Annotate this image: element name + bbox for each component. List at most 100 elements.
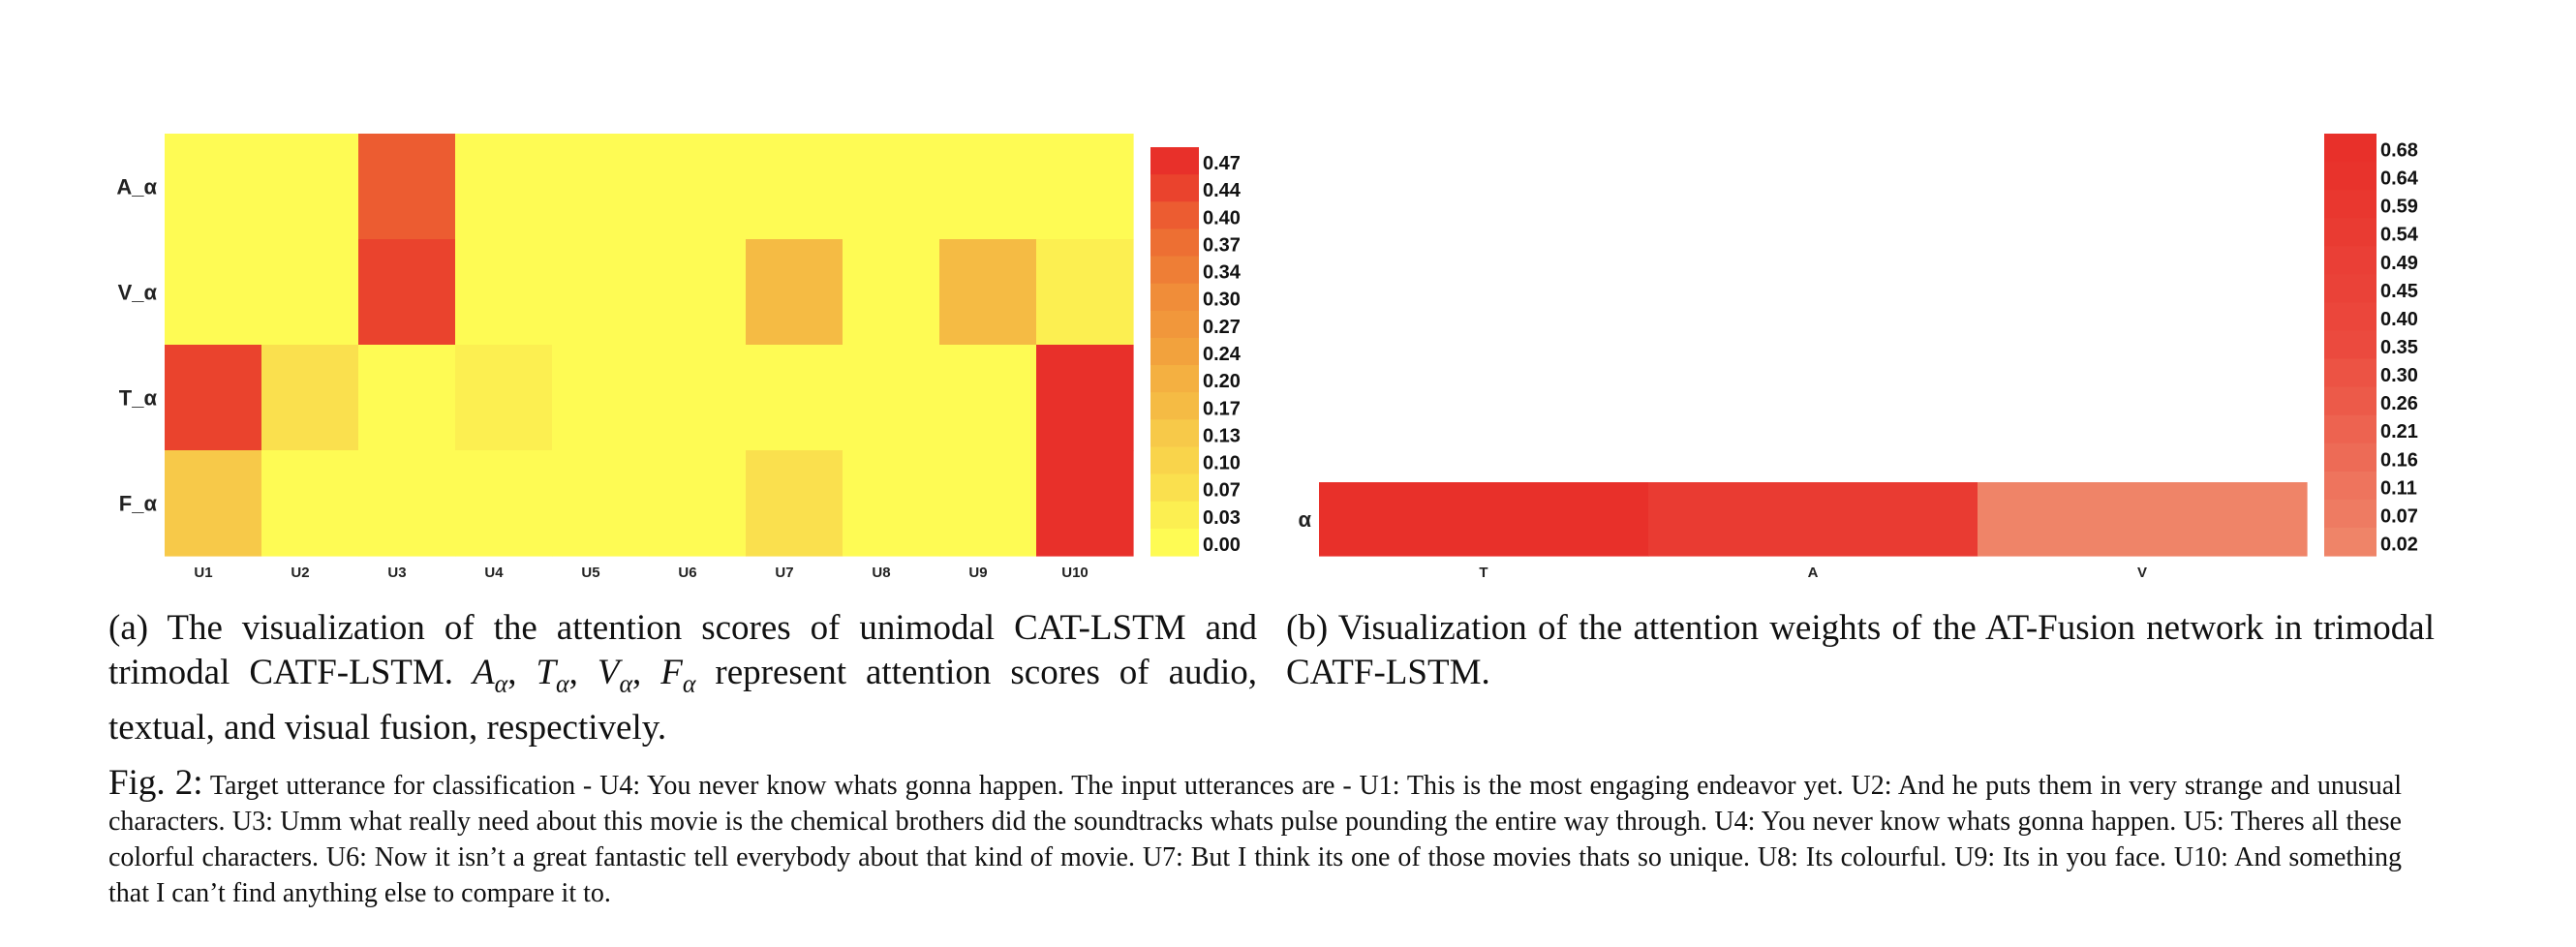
colorbar-tick-label: 0.07 (2380, 505, 2418, 527)
heatmap-cell (649, 345, 747, 451)
heatmap-cell (746, 239, 843, 346)
colorbar-tick-label: 0.45 (2380, 281, 2418, 302)
colorbar-tick-label: 0.16 (2380, 449, 2418, 471)
heatmap-cell (649, 134, 747, 240)
heatmap-cell (843, 239, 940, 346)
heatmap-cell (939, 239, 1037, 346)
colorbar-segment (2324, 414, 2377, 444)
colorbar-segment (2324, 190, 2377, 219)
heatmap-cell (843, 450, 940, 557)
colorbar-tick-label: 0.27 (1203, 317, 1241, 338)
colorbar-tick-label: 0.54 (2380, 225, 2419, 246)
column-label: U3 (387, 565, 406, 581)
heatmap-cell (746, 345, 843, 451)
colorbar-segment (2324, 302, 2377, 332)
heatmap-cell (165, 239, 262, 346)
heatmap-cell (649, 450, 747, 557)
colorbar-segment (1150, 392, 1199, 420)
column-label: U1 (194, 565, 212, 581)
column-label: U7 (775, 565, 793, 581)
colorbar-segment (2324, 330, 2377, 360)
heatmap-cell (1036, 134, 1134, 240)
colorbar-segment (1150, 256, 1199, 285)
row-label: V_α (118, 281, 158, 305)
colorbar-segment (1150, 419, 1199, 448)
heatmap-cell (261, 239, 359, 346)
column-label: U9 (968, 565, 987, 581)
colorbar-segment (1150, 337, 1199, 366)
colorbar-tick-label: 0.10 (1203, 453, 1241, 474)
colorbar-segment (2324, 246, 2377, 275)
colorbar-segment (2324, 527, 2377, 557)
column-label: U5 (581, 565, 599, 581)
colorbar-tick-label: 0.11 (2380, 477, 2417, 499)
colorbar-tick-label: 0.37 (1203, 234, 1241, 256)
row-label: α (1298, 507, 1311, 532)
colorbar-tick-label: 0.21 (2380, 421, 2418, 443)
figure-caption: Fig. 2: Target utterance for classificat… (108, 765, 2402, 911)
colorbar-tick-label: 0.64 (2380, 168, 2419, 190)
heatmap-cell (939, 134, 1037, 240)
colorbar-segment (2324, 443, 2377, 473)
column-label: T (1479, 565, 1487, 581)
heatmap-cell (1036, 450, 1134, 557)
column-label: U10 (1061, 565, 1089, 581)
heatmap-cell (843, 345, 940, 451)
colorbar-tick-label: 0.26 (2380, 393, 2418, 414)
colorbar-segment (2324, 162, 2377, 191)
colorbar-tick-label: 0.20 (1203, 371, 1241, 392)
colorbar-segment (2324, 218, 2377, 247)
column-label: U4 (484, 565, 504, 581)
colorbar-tick-label: 0.35 (2380, 337, 2418, 358)
heatmap-cell (1036, 345, 1134, 451)
colorbar-a: 0.47 0.44 0.40 0.37 0.34 0.30 0.27 0.24 0.20 0.17… (1150, 147, 1242, 557)
colorbar-segment (1150, 528, 1199, 557)
heatmap-cell (261, 134, 359, 240)
heatmap-cell (1319, 482, 1649, 557)
heatmap-cell (358, 239, 456, 346)
heatmap-cell (939, 450, 1037, 557)
colorbar-segment (1150, 201, 1199, 229)
heatmap-cell (843, 134, 940, 240)
colorbar-tick-label: 0.34 (1203, 262, 1242, 284)
colorbar-segment (2324, 386, 2377, 416)
figure-label: Fig. 2: (108, 763, 203, 803)
colorbar-tick-label: 0.44 (1203, 180, 1242, 201)
heatmap-cell (552, 239, 650, 346)
heatmap-cell (455, 134, 553, 240)
heatmap-cell (358, 450, 456, 557)
heatmap-cell (261, 345, 359, 451)
colorbar-tick-label: 0.00 (1203, 535, 1241, 556)
colorbar-segment (1150, 446, 1199, 475)
heatmap-cell (165, 345, 262, 451)
colorbar-tick-label: 0.47 (1203, 153, 1241, 174)
colorbar-segment (1150, 310, 1199, 339)
row-label: A_α (116, 175, 157, 199)
heatmap-cell (746, 134, 843, 240)
heatmap-cell (455, 345, 553, 451)
heatmap-cell (261, 450, 359, 557)
colorbar-tick-label: 0.40 (1203, 207, 1241, 229)
colorbar-segment (2324, 134, 2377, 163)
colorbar-tick-label: 0.24 (1203, 344, 1242, 365)
colorbar-tick-label: 0.07 (1203, 480, 1241, 502)
heatmap-cell (1648, 482, 1978, 557)
colorbar-segment (1150, 365, 1199, 393)
column-label: U2 (291, 565, 309, 581)
heatmap-cell (358, 134, 456, 240)
colorbar-tick-label: 0.49 (2380, 253, 2418, 274)
heatmap-cell (746, 450, 843, 557)
subcaption-a: (a) The visualization of the attention s… (108, 608, 1258, 748)
colorbar-b: 0.68 0.64 0.59 0.54 0.49 0.45 0.40 0.35 0.30 0.26… (2324, 134, 2419, 557)
colorbar-tick-label: 0.30 (2380, 365, 2418, 386)
colorbar-tick-label: 0.68 (2380, 140, 2418, 162)
colorbar-tick-label: 0.40 (2380, 309, 2418, 330)
figure-caption-text: Target utterance for classification - U4… (108, 771, 2403, 908)
heatmap-cell (1978, 482, 2308, 557)
colorbar-tick-label: 0.30 (1203, 290, 1241, 311)
colorbar-segment (1150, 474, 1199, 503)
colorbar-tick-label: 0.17 (1203, 398, 1241, 419)
heatmap-b: α T A V (1298, 482, 2308, 581)
heatmap-cell (358, 345, 456, 451)
